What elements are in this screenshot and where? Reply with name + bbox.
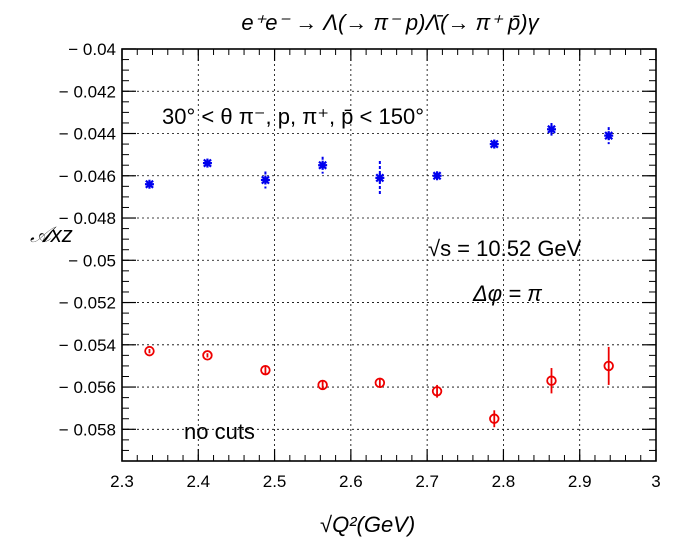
y-tick-label: − 0.048 [59,209,116,228]
no-cuts-annotation: no cuts [184,419,255,444]
data-point-star [260,175,270,185]
data-point-circle [260,364,271,376]
plot-frame [121,48,657,462]
y-tick-label: − 0.05 [68,251,116,270]
x-tick-label: 2.4 [186,472,210,491]
x-tick-label: 2.8 [492,472,516,491]
x-tick-label: 2.3 [110,472,134,491]
y-tick-label: − 0.058 [59,420,116,439]
star-stroke [547,124,556,134]
star-stroke [145,179,154,189]
star-stroke [604,131,614,141]
angle-cut-annotation: 30° < θ π⁻, p, π⁺, p̄ < 150° [162,104,424,129]
phase-annotation: Δφ = π [472,281,543,306]
y-tick-label: − 0.056 [59,378,116,397]
x-tick-label: 2.9 [568,472,592,491]
data-point-circle [374,377,386,389]
y-tick-label: − 0.042 [59,82,116,101]
data-point-circle [603,360,614,372]
data-series [144,122,614,428]
x-axis-label: √Q²(GeV) [320,512,415,537]
data-point-star [546,124,556,134]
x-tick-label: 3 [651,472,660,491]
data-point-circle [317,379,328,391]
y-tick-label: − 0.04 [68,40,116,59]
data-point-star [489,139,499,149]
data-point-star [604,131,614,141]
data-point-circle [431,386,443,397]
data-point-star [144,179,154,189]
chart-title: e⁺e⁻ → Λ(→ π⁻ p)Λ̄(→ π⁺ p̄)γ [241,10,540,35]
x-tick-label: 2.7 [415,472,439,491]
x-tick-label: 2.5 [263,472,287,491]
y-tick-label: − 0.044 [59,125,116,144]
star-stroke [203,158,212,168]
y-tick-label: − 0.046 [59,167,116,186]
grid [122,49,656,461]
data-point-circle [144,345,155,357]
data-point-circle [202,350,213,361]
data-point-star [318,160,328,170]
axis-ticks: 2.3 2.4 2.5 2.6 2.7 2.8 2.9 3 − 0.04 − 0.042 − 0.0… [59,40,661,491]
data-point-star [432,171,442,181]
data-point-star [202,158,212,168]
y-tick-label: − 0.054 [59,336,116,355]
star-stroke [318,160,328,170]
star-stroke [489,139,499,149]
star-stroke [432,171,442,181]
data-point-star [375,173,385,183]
data-point-circle [546,375,557,386]
star-stroke [375,173,385,183]
y-tick-label: − 0.052 [59,294,116,313]
x-tick-label: 2.6 [339,472,363,491]
star-stroke [261,175,270,185]
energy-annotation: √s = 10.52 GeV [428,236,582,261]
y-axis-label: 𝒜xz [30,222,73,247]
data-point-circle [489,413,500,424]
